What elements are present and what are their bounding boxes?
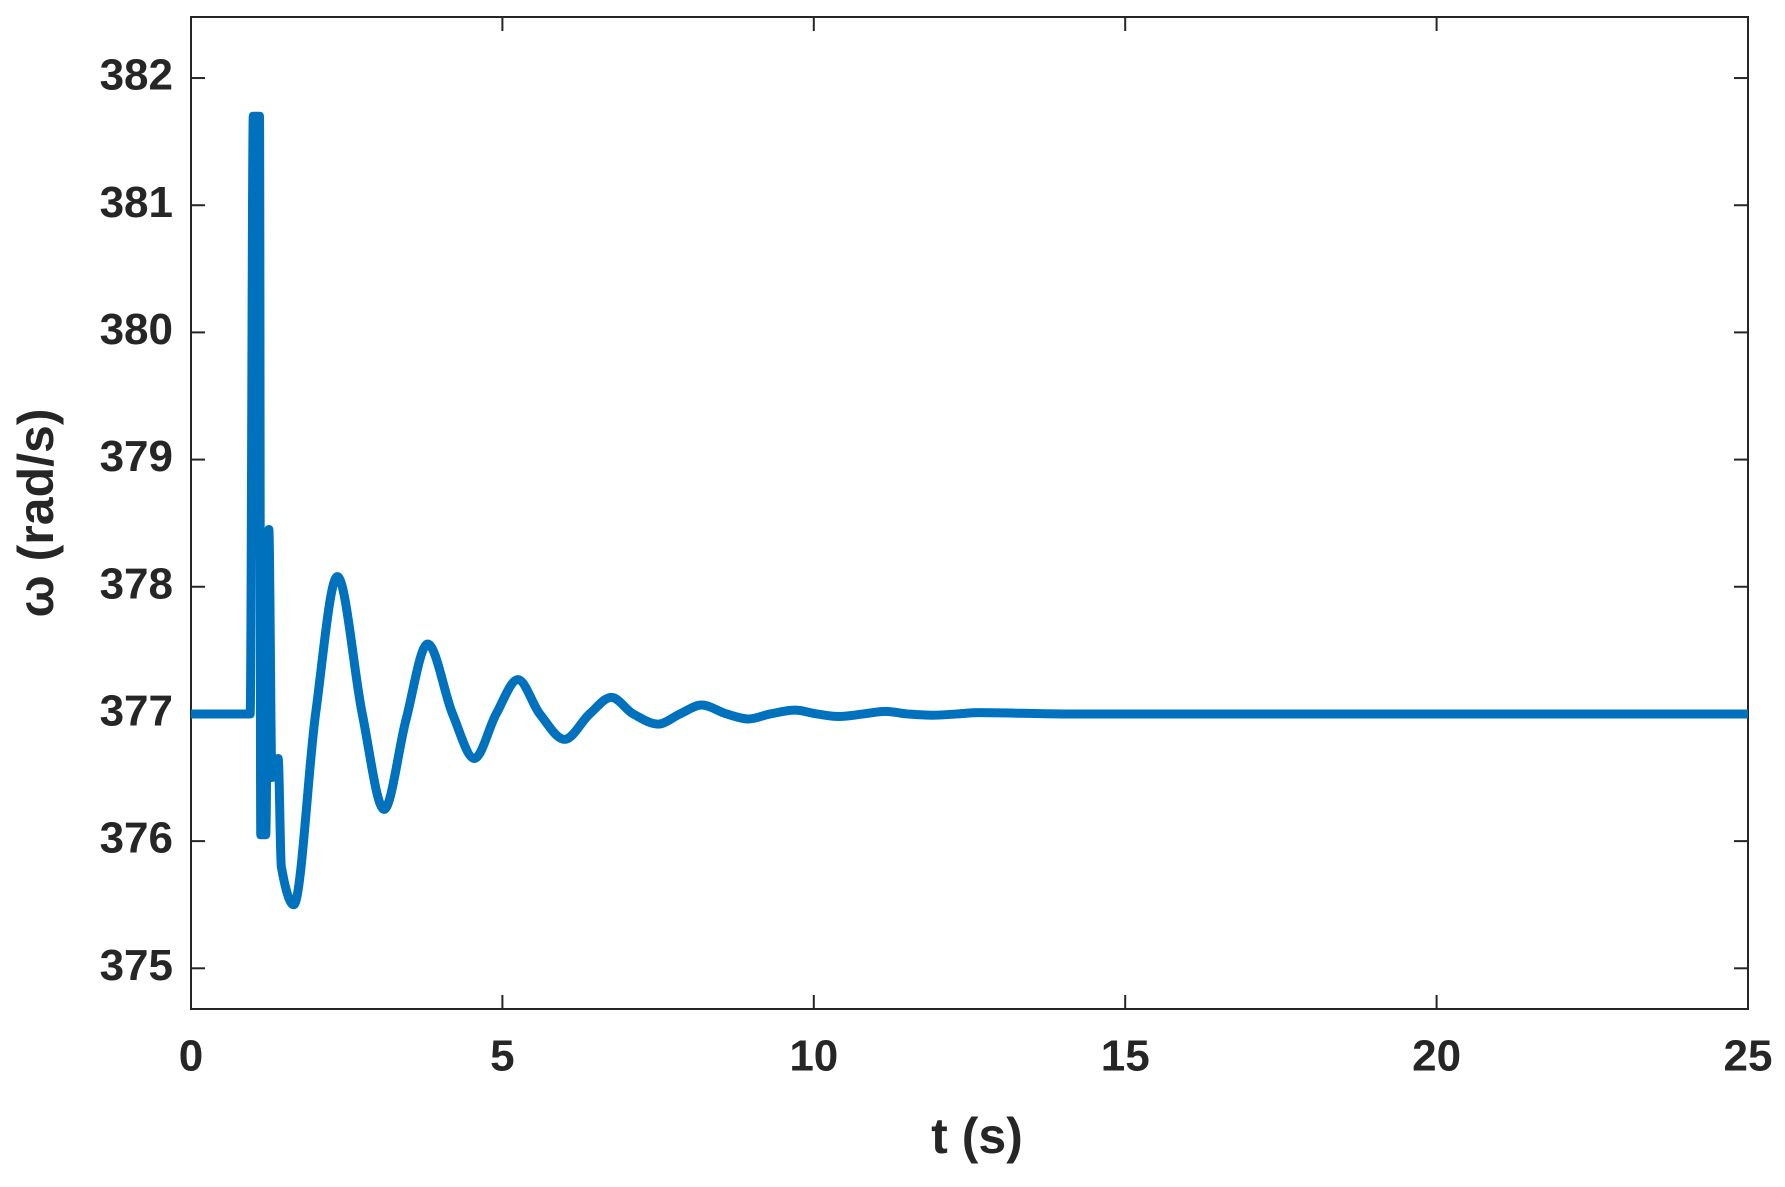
y-tick-label: 381 [100,178,173,227]
y-tick-label: 379 [100,432,173,481]
x-tick-label: 10 [789,1032,838,1081]
y-axis-label: ω (rad/s) [8,409,64,618]
y-tick-label: 382 [100,51,173,100]
x-tick-label: 5 [490,1032,514,1081]
x-tick-label: 20 [1412,1032,1461,1081]
y-tick-label: 376 [100,814,173,863]
line-series [190,111,1748,910]
y-tick-label: 380 [100,305,173,354]
plot-area [190,16,1749,1010]
y-tick-label: 378 [100,559,173,608]
x-tick-label: 0 [179,1032,203,1081]
x-tick-label: 25 [1724,1032,1773,1081]
y-tick-label: 375 [100,941,173,990]
x-tick-label: 15 [1101,1032,1150,1081]
y-tick-label: 377 [100,687,173,736]
x-axis-label: t (s) [931,1108,1023,1164]
